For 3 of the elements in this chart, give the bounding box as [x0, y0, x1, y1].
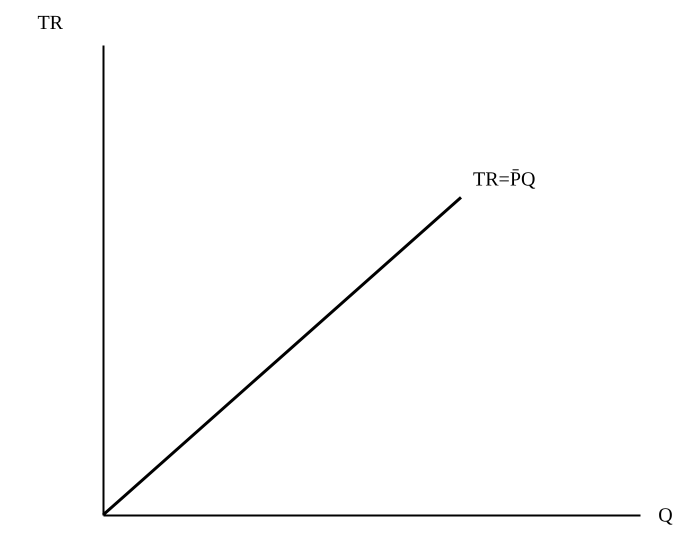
- text: TR=P̄Q: [473, 168, 536, 190]
- text: TR: [37, 12, 64, 34]
- x-axis-title: Q: [658, 504, 674, 526]
